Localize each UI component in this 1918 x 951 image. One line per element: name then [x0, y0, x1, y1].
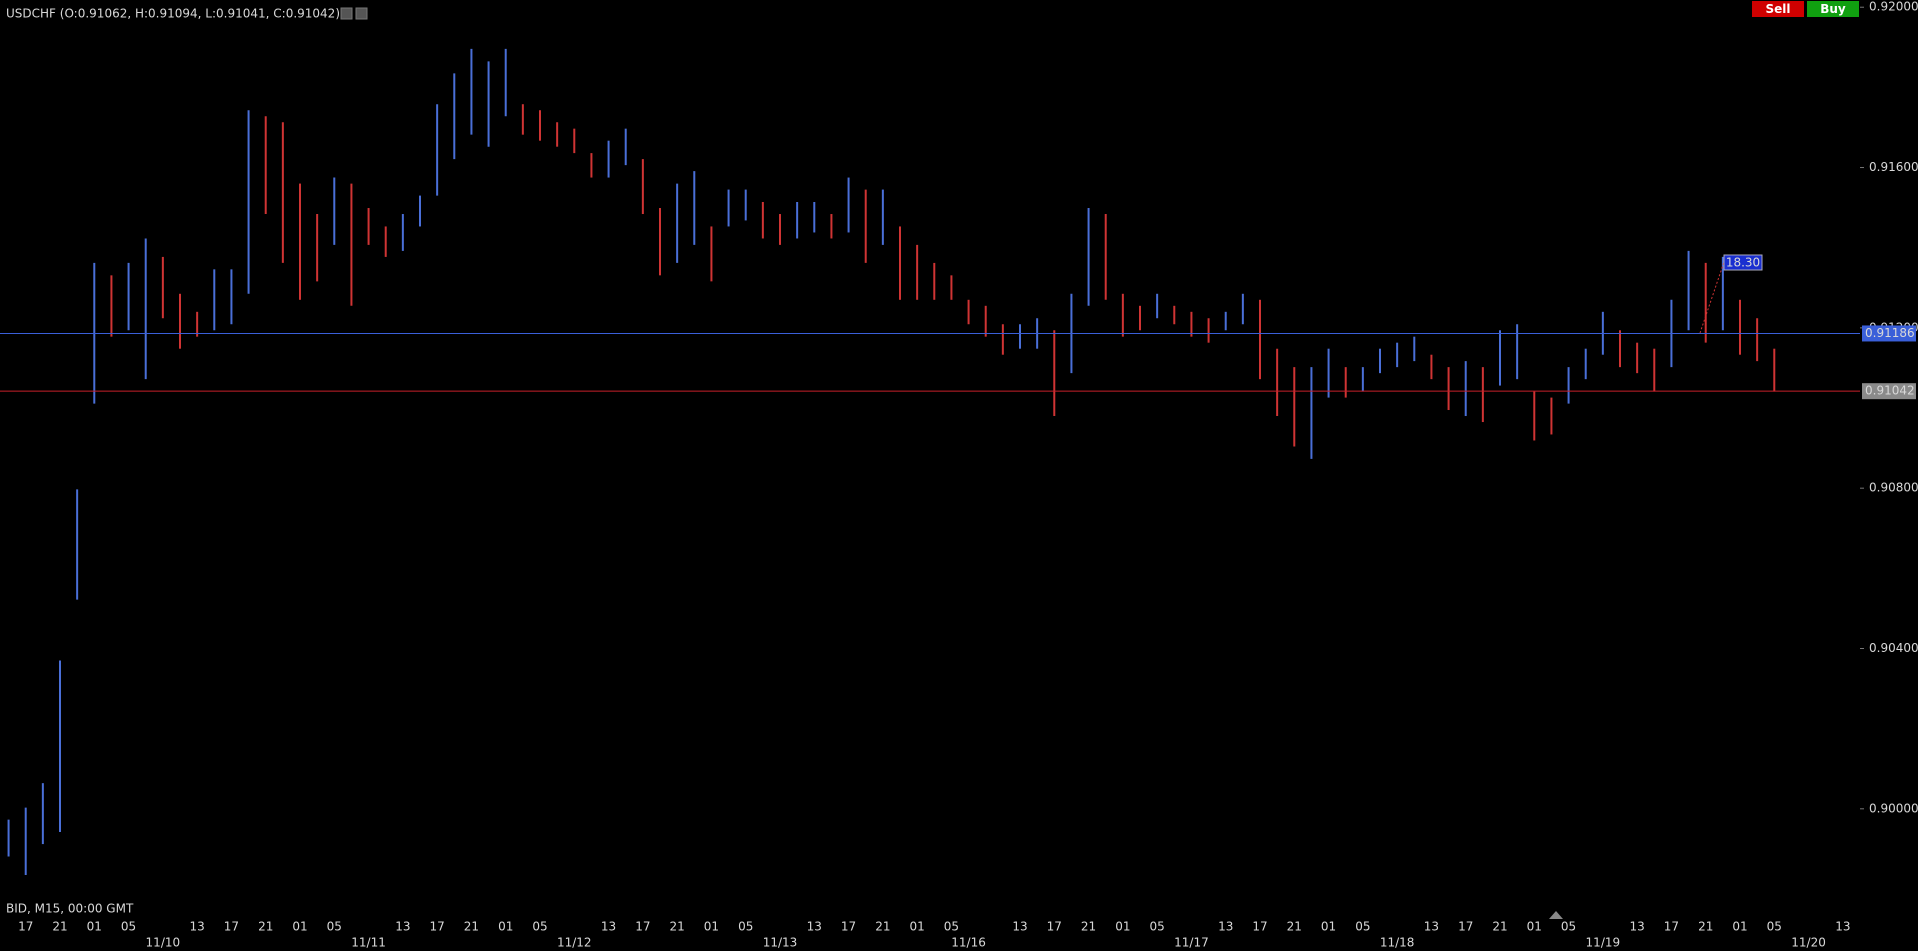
y-tick-label: 0.92000 — [1869, 0, 1918, 14]
sell-button-bg[interactable] — [1752, 1, 1804, 17]
sell-button-label[interactable]: Sell — [1765, 2, 1790, 16]
measure-line — [1699, 261, 1725, 334]
sell-button[interactable]: Sell — [1752, 1, 1804, 17]
x-tick-label: 01 — [1732, 920, 1747, 934]
x-tick-label: 05 — [944, 920, 959, 934]
settings-icon[interactable] — [355, 7, 368, 20]
settings-icon[interactable] — [340, 7, 353, 20]
y-tick-label: 0.90400 — [1869, 641, 1918, 655]
chart-title: USDCHF (O:0.91062, H:0.91094, L:0.91041,… — [6, 7, 340, 21]
x-tick-label: 17 — [18, 920, 33, 934]
x-tick-label: 13 — [601, 920, 616, 934]
x-tick-label: 13 — [1424, 920, 1439, 934]
x-tick-label: 01 — [87, 920, 102, 934]
measure-label: 18.30 — [1726, 256, 1760, 270]
x-tick-label: 13 — [395, 920, 410, 934]
footer-info: BID, M15, 00:00 GMT — [6, 902, 134, 916]
date-tick-label: 11/19 — [1586, 936, 1621, 950]
date-tick-label: 11/10 — [146, 936, 181, 950]
x-tick-label: 13 — [190, 920, 205, 934]
x-tick-label: 17 — [430, 920, 445, 934]
price-line-label-bg — [1862, 383, 1916, 400]
x-tick-label: 21 — [52, 920, 67, 934]
x-tick-label: 01 — [704, 920, 719, 934]
x-tick-label: 01 — [292, 920, 307, 934]
measure-label-bg — [1723, 254, 1763, 271]
date-tick-label: 11/17 — [1174, 936, 1209, 950]
x-tick-label: 13 — [1218, 920, 1233, 934]
x-tick-label: 05 — [1150, 920, 1165, 934]
x-tick-label: 05 — [327, 920, 342, 934]
x-tick-label: 13 — [1630, 920, 1645, 934]
x-tick-label: 17 — [841, 920, 856, 934]
x-tick-label: 17 — [1458, 920, 1473, 934]
date-tick-label: 11/13 — [763, 936, 798, 950]
x-tick-label: 01 — [1527, 920, 1542, 934]
date-tick-label: 11/11 — [351, 936, 386, 950]
x-tick-label: 05 — [1767, 920, 1782, 934]
x-tick-label: 17 — [1047, 920, 1062, 934]
price-line-label: 0.91186 — [1865, 326, 1915, 340]
buy-button[interactable]: Buy — [1807, 1, 1859, 17]
date-tick-label: 11/18 — [1380, 936, 1415, 950]
price-line-label: 0.91042 — [1865, 384, 1915, 398]
x-tick-label: 01 — [1115, 920, 1130, 934]
x-tick-label: 05 — [1561, 920, 1576, 934]
x-tick-label: 21 — [1698, 920, 1713, 934]
x-tick-label: 13 — [1835, 920, 1850, 934]
x-tick-label: 21 — [258, 920, 273, 934]
x-tick-label: 21 — [670, 920, 685, 934]
x-tick-label: 21 — [1492, 920, 1507, 934]
y-tick-label: 0.90800 — [1869, 481, 1918, 495]
x-tick-label: 21 — [1081, 920, 1096, 934]
date-tick-label: 11/12 — [557, 936, 592, 950]
date-tick-label: 11/20 — [1791, 936, 1826, 950]
x-tick-label: 17 — [1664, 920, 1679, 934]
x-tick-label: 17 — [635, 920, 650, 934]
x-tick-label: 13 — [1012, 920, 1027, 934]
x-tick-label: 21 — [464, 920, 479, 934]
x-tick-label: 01 — [498, 920, 513, 934]
scroll-marker[interactable] — [1549, 911, 1563, 919]
price-line-label-bg — [1862, 325, 1916, 342]
buy-button-bg[interactable] — [1807, 1, 1859, 17]
y-tick-label: 0.90000 — [1869, 801, 1918, 815]
x-tick-label: 21 — [875, 920, 890, 934]
x-tick-label: 01 — [910, 920, 925, 934]
x-tick-label: 05 — [1355, 920, 1370, 934]
x-tick-label: 13 — [807, 920, 822, 934]
x-tick-label: 05 — [738, 920, 753, 934]
x-tick-label: 17 — [224, 920, 239, 934]
date-tick-label: 11/16 — [951, 936, 986, 950]
x-tick-label: 05 — [121, 920, 136, 934]
x-tick-label: 01 — [1321, 920, 1336, 934]
y-tick-label: 0.91600 — [1869, 160, 1918, 174]
x-tick-label: 05 — [532, 920, 547, 934]
x-tick-label: 17 — [1252, 920, 1267, 934]
buy-button-label[interactable]: Buy — [1820, 2, 1846, 16]
x-tick-label: 21 — [1287, 920, 1302, 934]
